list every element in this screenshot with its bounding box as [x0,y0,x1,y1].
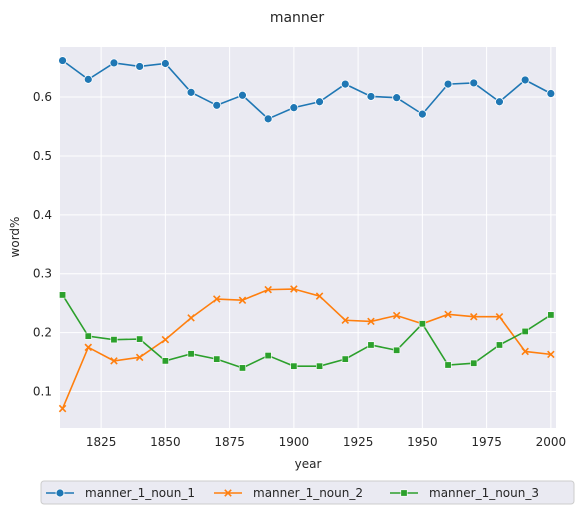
data-point [58,404,67,413]
x-tick-label: 1950 [407,435,438,449]
data-point [520,75,530,85]
x-tick-label: 1900 [279,435,310,449]
data-point [160,59,170,68]
series-manner_1_noun_1 [58,56,556,124]
data-point [264,285,272,294]
y-tick-label: 0.5 [33,149,52,163]
x-tick-label: 1925 [343,435,374,449]
data-point [109,58,119,68]
x-tick-labels: 1825 1850 1875 1900 1925 1950 1975 2000 [86,435,566,449]
series-line [61,288,551,409]
data-point [521,347,529,356]
data-point [470,359,478,367]
x-tick-label: 1825 [86,435,117,449]
series-group [58,56,556,413]
y-tick-label: 0.6 [33,90,52,104]
data-point [135,353,144,362]
legend-item: manner_1_noun_3 [390,486,539,500]
y-tick-label: 0.4 [33,208,52,222]
y-tick-label: 0.2 [33,326,52,340]
data-point [443,79,453,89]
data-point [444,361,452,369]
data-point [213,355,221,363]
data-point [84,343,93,352]
data-point [340,79,350,89]
data-point [495,312,504,321]
data-point [136,335,144,343]
data-point [495,97,504,107]
data-point [135,62,145,71]
data-point [289,103,299,113]
chart-title: manner [270,10,325,26]
series-manner_1_noun_3 [59,291,555,372]
legend-label: manner_1_noun_1 [85,486,195,500]
legend-label: manner_1_noun_3 [429,486,539,500]
data-point [418,320,426,328]
data-point [367,341,375,349]
data-point [367,317,375,326]
data-point [186,87,196,97]
data-point [187,350,195,358]
data-point [316,362,324,370]
data-point [341,355,349,363]
data-point [213,295,221,303]
data-point [84,332,92,340]
grid-lines [60,47,556,428]
x-tick-label: 2000 [536,435,567,449]
x-tick-label: 1975 [471,435,502,449]
data-point [290,362,298,370]
data-point [547,311,555,319]
data-point [238,364,246,372]
data-point [263,114,273,124]
legend-frame [40,480,575,505]
data-point [392,311,401,320]
data-point [444,310,452,319]
data-point [238,296,247,304]
y-tick-label: 0.1 [33,384,52,398]
legend-item: manner_1_noun_2 [214,486,363,500]
data-point [110,357,118,365]
data-point [366,92,376,101]
x-tick-label: 1875 [214,435,245,449]
x-tick-label: 1850 [150,435,181,449]
legend-marker [400,489,408,497]
y-tick-labels: 0.1 0.2 0.3 0.4 0.5 0.6 [33,90,52,398]
data-point [83,74,93,84]
legend: manner_1_noun_1 manner_1_noun_2 manner_1_n… [40,480,575,505]
data-point [315,97,324,107]
data-point [392,93,402,103]
data-point [264,352,272,360]
data-point [161,335,170,344]
data-point [393,346,401,354]
data-point [469,78,479,88]
data-point [238,90,247,100]
data-point [110,336,118,344]
data-point [212,100,222,110]
data-point [341,316,350,325]
data-point [495,341,503,349]
data-point [469,312,478,321]
data-point [417,109,427,119]
data-point [290,285,298,293]
legend-marker [224,489,232,497]
y-axis-label: word% [8,217,22,258]
data-point [315,292,324,300]
data-point [58,56,67,65]
legend-marker [55,488,65,498]
legend-item: manner_1_noun_1 [46,486,195,500]
data-point [59,291,67,299]
data-point [546,89,556,98]
series-manner_1_noun_2 [58,285,555,413]
data-point [161,357,169,365]
y-tick-label: 0.3 [33,267,52,281]
data-point [547,350,555,359]
x-axis-label: year [295,457,322,471]
data-point [521,327,529,335]
data-point [187,314,195,322]
series-line [61,294,552,369]
legend-label: manner_1_noun_2 [253,486,363,500]
